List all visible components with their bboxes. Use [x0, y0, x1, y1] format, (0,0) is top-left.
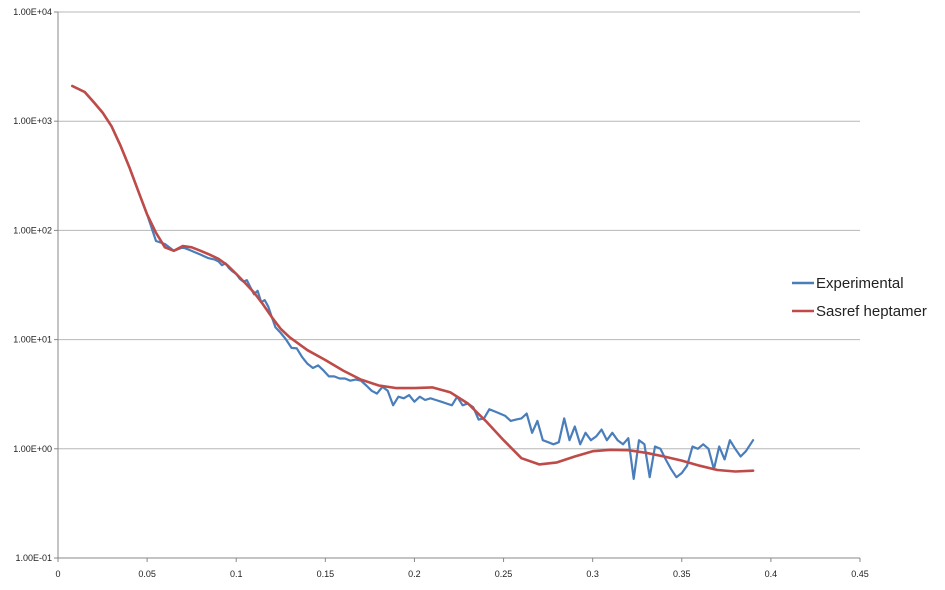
series-group — [71, 84, 755, 480]
plot-area — [58, 12, 860, 558]
y-tick-label: 1.00E+02 — [13, 225, 52, 235]
legend: Experimental Sasref heptamer — [792, 275, 927, 320]
y-axis-ticks: 1.00E-01 1.00E+00 1.00E+01 1.00E+02 1.00E+03… — [13, 7, 58, 563]
y-tick-label: 1.00E+01 — [13, 335, 52, 345]
x-tick-label: 0.2 — [408, 569, 421, 579]
y-tick-label: 1.00E+03 — [13, 116, 52, 126]
x-tick-label: 0.35 — [673, 569, 691, 579]
series-line-sasref-heptamer — [71, 84, 755, 473]
x-tick-label: 0.1 — [230, 569, 243, 579]
x-tick-label: 0.3 — [586, 569, 599, 579]
x-tick-label: 0.15 — [317, 569, 335, 579]
series-line-experimental — [71, 84, 755, 480]
x-axis-ticks: 0 0.05 0.1 0.15 0.2 0.25 0.3 0.35 0.4 0.45 — [55, 558, 869, 579]
x-tick-label: 0.4 — [765, 569, 778, 579]
legend-label: Sasref heptamer — [816, 303, 927, 320]
legend-label: Experimental — [816, 275, 904, 292]
x-tick-label: 0.25 — [495, 569, 513, 579]
y-tick-label: 1.00E+00 — [13, 444, 52, 454]
y-tick-label: 1.00E-01 — [15, 553, 52, 563]
x-tick-label: 0.05 — [138, 569, 156, 579]
x-tick-label: 0.45 — [851, 569, 869, 579]
x-tick-label: 0 — [55, 569, 60, 579]
y-tick-label: 1.00E+04 — [13, 7, 52, 17]
gridlines — [58, 11, 860, 450]
